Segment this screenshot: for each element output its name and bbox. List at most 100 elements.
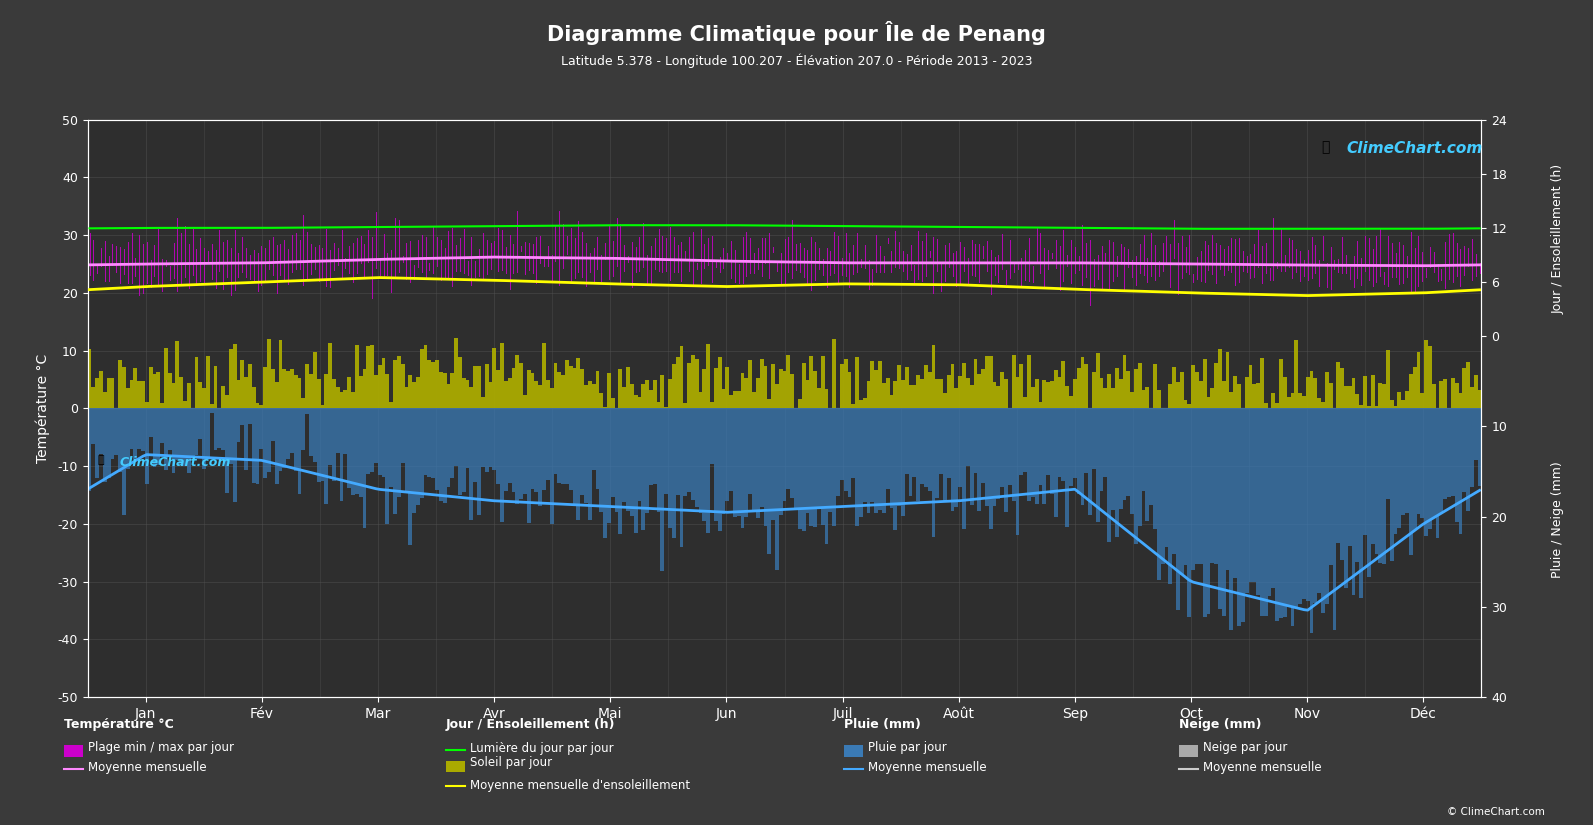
Bar: [572, 368, 577, 408]
Bar: [962, 408, 965, 529]
Bar: [1099, 378, 1104, 408]
Bar: [1459, 408, 1462, 535]
Bar: [610, 398, 615, 408]
Bar: [691, 408, 695, 501]
Bar: [1474, 408, 1478, 460]
Bar: [1035, 380, 1039, 408]
Bar: [703, 408, 706, 521]
Bar: [733, 408, 738, 516]
Bar: [1012, 408, 1016, 501]
Bar: [1137, 364, 1142, 408]
Bar: [637, 408, 642, 502]
Bar: [1314, 379, 1317, 408]
Bar: [88, 349, 91, 408]
Bar: [572, 408, 577, 505]
Bar: [801, 363, 806, 408]
Bar: [1042, 408, 1047, 504]
Bar: [355, 408, 358, 493]
Bar: [970, 408, 973, 505]
Bar: [825, 408, 828, 544]
Bar: [878, 408, 883, 510]
Bar: [812, 408, 817, 527]
Bar: [1276, 408, 1279, 620]
Bar: [1091, 372, 1096, 408]
Bar: [672, 364, 675, 408]
Bar: [104, 392, 107, 408]
Bar: [306, 364, 309, 408]
Bar: [1023, 408, 1027, 473]
Bar: [350, 392, 355, 408]
Bar: [167, 408, 172, 450]
Bar: [870, 361, 875, 408]
Bar: [722, 389, 725, 408]
Bar: [867, 408, 870, 513]
Bar: [427, 360, 432, 408]
Bar: [1200, 381, 1203, 408]
Bar: [1192, 408, 1195, 570]
Bar: [897, 365, 902, 408]
Bar: [1470, 408, 1474, 487]
Bar: [1402, 400, 1405, 408]
Bar: [508, 408, 511, 483]
Bar: [382, 358, 386, 408]
Bar: [1375, 408, 1378, 554]
Bar: [134, 408, 137, 460]
Bar: [760, 360, 763, 408]
Bar: [271, 408, 274, 441]
Bar: [851, 408, 855, 478]
Bar: [618, 408, 623, 534]
Bar: [787, 355, 790, 408]
Text: Pluie par jour: Pluie par jour: [868, 741, 946, 754]
Bar: [194, 357, 199, 408]
Bar: [225, 395, 229, 408]
Text: © ClimeChart.com: © ClimeChart.com: [1448, 807, 1545, 817]
Bar: [279, 408, 282, 471]
Bar: [317, 408, 320, 482]
Bar: [1356, 408, 1359, 563]
Bar: [1061, 408, 1066, 481]
Bar: [175, 341, 180, 408]
Bar: [298, 378, 301, 408]
Bar: [1244, 408, 1249, 592]
Bar: [577, 357, 580, 408]
Bar: [413, 382, 416, 408]
Bar: [626, 366, 629, 408]
Bar: [96, 408, 99, 478]
Bar: [779, 369, 782, 408]
Bar: [959, 408, 962, 487]
Bar: [1440, 381, 1443, 408]
Bar: [1039, 402, 1042, 408]
Bar: [875, 408, 878, 512]
Bar: [1351, 408, 1356, 596]
Bar: [951, 364, 954, 408]
Bar: [1172, 408, 1176, 554]
Bar: [1298, 393, 1301, 408]
Text: Moyenne mensuelle d'ensoleillement: Moyenne mensuelle d'ensoleillement: [470, 779, 690, 792]
Bar: [347, 408, 350, 488]
Bar: [738, 408, 741, 516]
Bar: [733, 390, 738, 408]
Bar: [1276, 403, 1279, 408]
Bar: [623, 388, 626, 408]
Bar: [268, 408, 271, 472]
Bar: [1118, 408, 1123, 509]
Bar: [714, 408, 718, 521]
Bar: [1115, 408, 1118, 537]
Bar: [626, 408, 629, 511]
Bar: [1370, 408, 1375, 544]
Bar: [205, 408, 210, 456]
Bar: [932, 408, 935, 537]
Bar: [992, 382, 997, 408]
Bar: [905, 367, 908, 408]
Bar: [916, 408, 921, 501]
Bar: [550, 389, 553, 408]
Bar: [943, 408, 946, 502]
Bar: [645, 380, 648, 408]
Bar: [656, 408, 661, 512]
Bar: [913, 408, 916, 478]
Bar: [744, 378, 749, 408]
Bar: [378, 408, 382, 475]
Bar: [599, 408, 604, 512]
Bar: [331, 408, 336, 481]
Bar: [1443, 408, 1446, 498]
